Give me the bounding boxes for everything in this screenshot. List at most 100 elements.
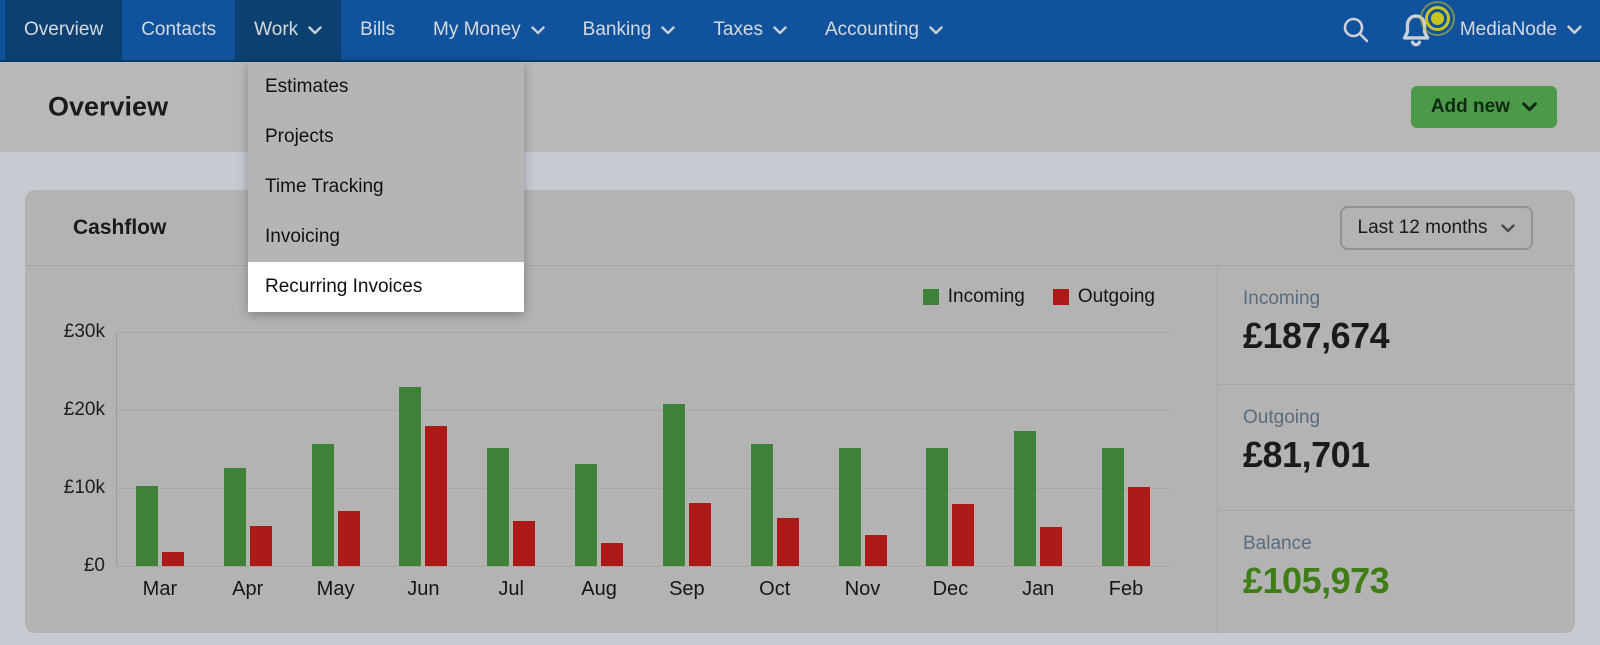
outgoing-bar-oct[interactable] <box>776 517 799 566</box>
nav-item-label: Bills <box>360 19 395 40</box>
chevron-down-icon <box>308 25 322 35</box>
x-axis-labels: Mar Apr May Jun Jul Aug Sep Oct Nov Dec Jan Feb <box>116 578 1170 601</box>
nav-item-label: Overview <box>24 19 104 40</box>
work-menu-item-recurring-invoices[interactable]: Recurring Invoices <box>248 262 524 312</box>
x-tick-label-may: May <box>316 578 355 600</box>
gridline <box>117 488 1170 489</box>
nav-item-label: Contacts <box>141 19 217 40</box>
outgoing-bar-feb[interactable] <box>1128 487 1151 566</box>
summary-label: Incoming <box>1243 288 1321 309</box>
y-tick-label: £10k <box>63 477 105 498</box>
outgoing-bar-may[interactable] <box>337 510 360 566</box>
top-navbar: Overview Contacts Work Bills My Money Banki… <box>0 0 1600 62</box>
page-title: Overview <box>48 91 169 122</box>
summary-label: Outgoing <box>1243 407 1321 428</box>
x-tick-label-mar: Mar <box>142 578 178 600</box>
nav-item-label: My Money <box>433 19 521 40</box>
add-new-label: Add new <box>1430 96 1510 117</box>
nav-item-banking[interactable]: Banking <box>564 0 695 60</box>
gridline <box>117 332 1170 333</box>
date-range-value: Last 12 months <box>1357 217 1488 238</box>
incoming-bar-mar[interactable] <box>135 485 158 566</box>
incoming-bar-jan[interactable] <box>1014 431 1037 566</box>
x-tick-label-jun: Jun <box>407 578 440 600</box>
bar-group-nov <box>838 332 888 566</box>
search-icon[interactable] <box>1340 14 1372 46</box>
outgoing-bar-dec[interactable] <box>952 504 975 566</box>
work-menu-item-projects[interactable]: Projects <box>265 126 334 147</box>
work-menu-item-invoicing[interactable]: Invoicing <box>265 226 340 247</box>
incoming-bar-jul[interactable] <box>487 448 510 566</box>
chart-plot-area <box>116 332 1170 567</box>
outgoing-bar-apr[interactable] <box>249 526 272 566</box>
incoming-bar-sep[interactable] <box>662 403 685 566</box>
add-new-button[interactable]: Add new <box>1410 86 1557 128</box>
x-tick-label-feb: Feb <box>1108 578 1144 600</box>
incoming-bar-dec[interactable] <box>926 448 949 566</box>
incoming-bar-feb[interactable] <box>1102 448 1125 566</box>
nav-item-label: Accounting <box>824 19 919 40</box>
summary-section-outgoing: Outgoing £81,701 <box>1218 384 1575 510</box>
nav-item-bills[interactable]: Bills <box>341 0 414 60</box>
legend-item-incoming[interactable]: Incoming <box>922 286 1025 308</box>
legend-item-outgoing[interactable]: Outgoing <box>1052 286 1155 308</box>
work-menu-item-time-tracking[interactable]: Time Tracking <box>265 176 384 197</box>
outgoing-bar-aug[interactable] <box>601 542 624 566</box>
gridline <box>117 410 1170 411</box>
nav-item-label: Banking <box>582 19 652 40</box>
outgoing-bar-nov[interactable] <box>864 534 887 566</box>
nav-item-accounting[interactable]: Accounting <box>806 0 962 60</box>
incoming-bar-nov[interactable] <box>838 448 861 566</box>
y-tick-label: £30k <box>63 321 105 342</box>
bar-group-sep <box>662 332 712 566</box>
nav-items: Overview Contacts Work Bills My Money Banki… <box>5 0 962 60</box>
nav-item-taxes[interactable]: Taxes <box>694 0 806 60</box>
nav-item-contacts[interactable]: Contacts <box>122 0 235 60</box>
bar-group-feb <box>1101 332 1151 566</box>
x-tick-label-jul: Jul <box>498 578 524 600</box>
x-tick-label-jan: Jan <box>1022 578 1055 600</box>
bar-group-oct <box>750 332 800 566</box>
outgoing-bar-mar[interactable] <box>161 551 184 566</box>
cashflow-title: Cashflow <box>73 215 167 239</box>
notification-bell-icon[interactable] <box>1398 1 1455 49</box>
y-tick-label: £20k <box>63 399 105 420</box>
bar-group-dec <box>925 332 975 566</box>
bar-group-mar <box>135 332 185 566</box>
incoming-bar-oct[interactable] <box>750 444 773 566</box>
cashflow-card-header: Cashflow Last 12 months <box>25 190 1575 266</box>
gridline <box>117 566 1170 567</box>
incoming-bar-jun[interactable] <box>399 386 422 566</box>
date-range-select[interactable]: Last 12 months <box>1340 206 1533 250</box>
summary-label: Balance <box>1243 533 1312 554</box>
page-header: Overview Add new <box>0 62 1600 152</box>
chevron-down-icon <box>530 25 545 35</box>
outgoing-bar-sep[interactable] <box>688 502 711 566</box>
outgoing-bar-jan[interactable] <box>1040 527 1063 566</box>
bar-group-jul <box>486 332 536 566</box>
incoming-bar-may[interactable] <box>311 443 334 566</box>
x-tick-label-apr: Apr <box>232 578 264 600</box>
legend-label: Outgoing <box>1077 286 1155 307</box>
account-menu[interactable]: MediaNode <box>1460 19 1582 41</box>
bar-group-jan <box>1013 332 1063 566</box>
summary-value-outgoing: £81,701 <box>1243 434 1370 475</box>
outgoing-bar-jun[interactable] <box>425 426 448 566</box>
summary-value-balance: £105,973 <box>1243 560 1390 601</box>
summary-value-incoming: £187,674 <box>1243 315 1390 356</box>
incoming-bar-aug[interactable] <box>575 463 598 566</box>
chart-bars <box>116 332 1170 566</box>
x-tick-label-sep: Sep <box>669 578 705 600</box>
x-tick-label-oct: Oct <box>759 578 791 600</box>
summary-section-incoming: Incoming £187,674 <box>1218 266 1575 384</box>
x-tick-label-dec: Dec <box>932 578 969 600</box>
chart-legend: Incoming Outgoing <box>922 286 1155 308</box>
nav-item-my-money[interactable]: My Money <box>414 0 564 60</box>
work-menu-item-estimates[interactable]: Estimates <box>265 76 349 97</box>
nav-item-work[interactable]: Work <box>235 0 342 60</box>
outgoing-bar-jul[interactable] <box>513 520 536 566</box>
legend-label: Incoming <box>947 286 1025 307</box>
bar-group-apr <box>223 332 273 566</box>
nav-item-overview[interactable]: Overview <box>5 0 123 60</box>
incoming-bar-apr[interactable] <box>223 467 246 566</box>
